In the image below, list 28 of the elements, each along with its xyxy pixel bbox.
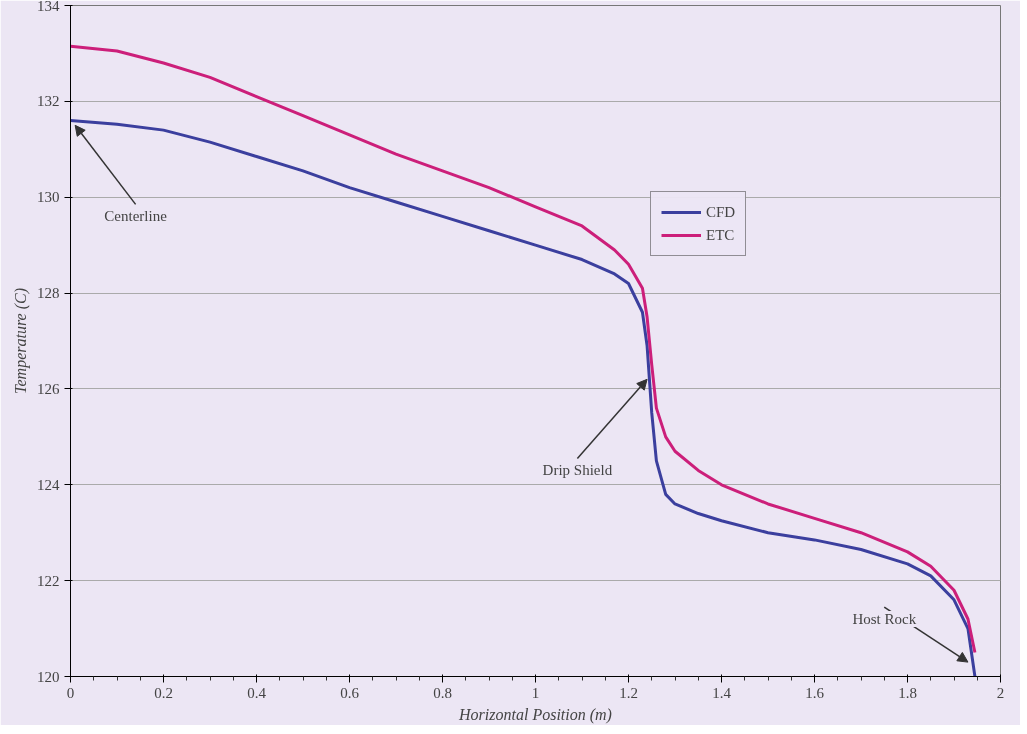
line-series xyxy=(70,119,977,677)
y-tick-label: 128 xyxy=(37,285,60,302)
x-tick-label: 1 xyxy=(531,684,540,701)
x-tick-label: 1.2 xyxy=(619,684,638,701)
x-tick-label: 0.6 xyxy=(340,684,360,701)
x-tick-label: 0.2 xyxy=(154,684,173,701)
y-tick-label: 132 xyxy=(37,93,60,110)
y-tick-label: 126 xyxy=(37,380,60,397)
line-series xyxy=(70,44,977,655)
legend-label: CFD xyxy=(706,203,736,221)
y-tick-label: 124 xyxy=(37,476,60,493)
x-tick-label: 0.8 xyxy=(433,684,452,701)
y-tick-label: 122 xyxy=(37,572,60,589)
x-axis-title: Horizontal Position (m) xyxy=(458,705,612,724)
y-tick-label: 134 xyxy=(37,0,60,14)
y-tick-label: 120 xyxy=(37,668,60,685)
x-tick-label: 1.8 xyxy=(898,684,917,701)
y-tick-label: 130 xyxy=(37,189,60,206)
x-tick-label: 1.4 xyxy=(712,684,732,701)
x-tick-label: 0 xyxy=(66,684,75,701)
annotation: Drip Shield xyxy=(542,462,613,479)
y-axis-title: Temperature (C) xyxy=(12,288,30,394)
x-tick-label: 2 xyxy=(996,684,1005,701)
legend-label: ETC xyxy=(706,226,735,244)
x-tick-label: 0.4 xyxy=(247,684,267,701)
x-tick-label: 1.6 xyxy=(805,684,825,701)
annotation: Host Rock xyxy=(852,610,917,627)
annotation: Centerline xyxy=(104,208,168,225)
